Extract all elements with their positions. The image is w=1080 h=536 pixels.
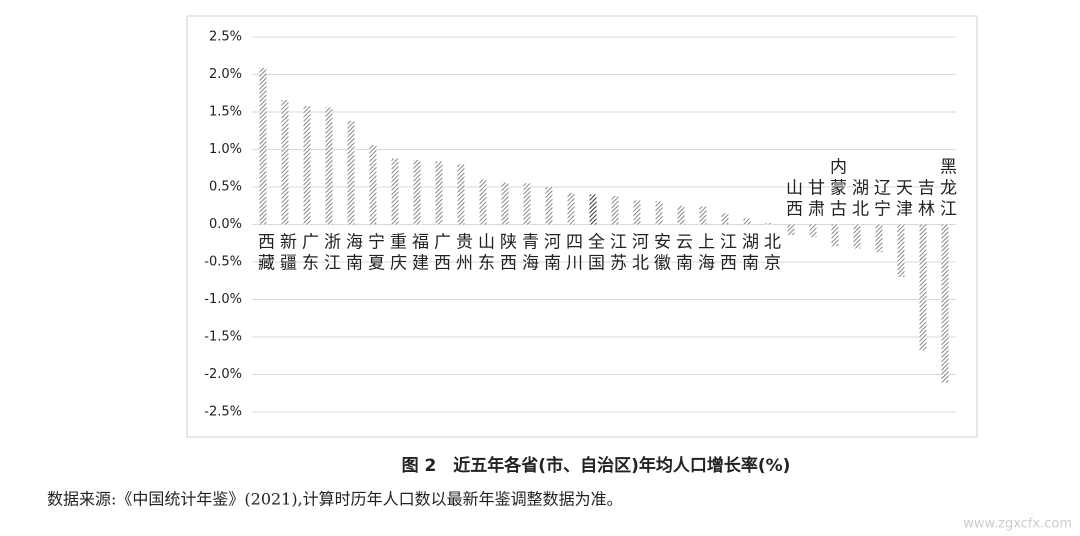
x-tick-label: 江苏 xyxy=(606,232,627,274)
bar xyxy=(501,182,509,225)
x-tick-label: 重庆 xyxy=(386,232,407,274)
bar xyxy=(457,164,465,225)
x-tick-label: 山西 xyxy=(782,178,802,220)
bar xyxy=(743,218,751,225)
bar xyxy=(853,224,861,249)
bar xyxy=(633,200,641,225)
bar xyxy=(259,67,267,225)
x-tick-label: 福建 xyxy=(408,232,429,274)
x-tick-label: 海南 xyxy=(342,232,363,274)
bar xyxy=(567,193,575,225)
y-tick-label: 0.5% xyxy=(209,180,242,195)
x-tick-label: 北京 xyxy=(760,232,781,274)
bar xyxy=(787,224,795,235)
x-tick-label: 辽宁 xyxy=(870,178,891,220)
x-tick-label: 安徽 xyxy=(650,232,671,274)
x-tick-label: 天津 xyxy=(892,179,913,221)
bar xyxy=(303,106,311,225)
x-tick-label: 甘肃 xyxy=(804,178,825,220)
x-tick-label: 江西 xyxy=(716,232,737,274)
bar xyxy=(875,224,883,253)
x-tick-label: 青海 xyxy=(518,232,539,274)
bar xyxy=(479,179,487,225)
bar xyxy=(919,224,927,351)
y-tick-label: -1.0% xyxy=(204,292,242,307)
bar xyxy=(831,224,839,247)
x-tick-label: 内蒙古 xyxy=(826,157,847,220)
x-tick-label: 山东 xyxy=(474,232,494,274)
bar xyxy=(523,183,531,225)
bar xyxy=(435,161,443,225)
bar xyxy=(325,107,333,225)
bar xyxy=(589,194,597,225)
y-tick-label: 1.0% xyxy=(209,142,242,157)
bar xyxy=(347,121,355,225)
bar xyxy=(545,187,553,225)
y-tick-label: 2.0% xyxy=(209,67,242,82)
x-tick-label: 河北 xyxy=(628,232,649,274)
bar xyxy=(611,196,619,225)
bar xyxy=(391,158,399,225)
y-tick-label: 1.5% xyxy=(209,105,242,120)
bar xyxy=(281,100,289,225)
x-tick-label: 新疆 xyxy=(276,232,297,274)
y-tick-label: -2.0% xyxy=(204,367,242,382)
bar xyxy=(897,224,905,277)
bar xyxy=(699,206,707,225)
x-tick-label: 全国 xyxy=(584,232,605,274)
bar xyxy=(677,205,685,225)
bar xyxy=(413,160,421,225)
x-tick-label: 河南 xyxy=(540,232,561,274)
x-tick-label: 黑龙江 xyxy=(936,157,957,220)
bar xyxy=(369,145,377,225)
y-tick-label: -0.5% xyxy=(204,255,242,270)
x-tick-label: 浙江 xyxy=(320,232,341,274)
bar xyxy=(941,224,949,383)
x-tick-label: 宁夏 xyxy=(364,232,385,274)
y-tick-label: 2.5% xyxy=(209,30,242,45)
x-tick-label: 云南 xyxy=(672,233,693,275)
x-tick-label: 陕西 xyxy=(496,232,516,274)
x-tick-label: 广西 xyxy=(430,232,451,274)
y-tick-label: -2.5% xyxy=(204,405,242,420)
bar xyxy=(765,223,773,225)
x-tick-label: 广东 xyxy=(298,232,319,274)
x-tick-label: 湖北 xyxy=(848,178,869,220)
x-tick-label: 四川 xyxy=(562,233,583,275)
watermark: www.zgxcfx.com xyxy=(963,517,1072,532)
x-tick-label: 西藏 xyxy=(254,233,275,275)
source: 数据来源:《中国统计年鉴》(2021),计算时历年人口数以最新年鉴调整数据为准。 xyxy=(47,490,623,509)
bar xyxy=(655,201,663,225)
x-tick-label: 湖南 xyxy=(738,232,759,274)
y-tick-label: 0.0% xyxy=(209,217,242,232)
bar xyxy=(721,213,729,225)
x-tick-label: 吉林 xyxy=(914,178,935,220)
chart-title: 图 2 近五年各省(市、自治区)年均人口增长率(%) xyxy=(402,455,791,476)
bar xyxy=(809,224,817,238)
x-tick-label: 上海 xyxy=(694,232,715,274)
x-tick-label: 贵州 xyxy=(452,232,473,274)
plot-frame xyxy=(186,15,978,438)
y-tick-label: -1.5% xyxy=(204,330,242,345)
